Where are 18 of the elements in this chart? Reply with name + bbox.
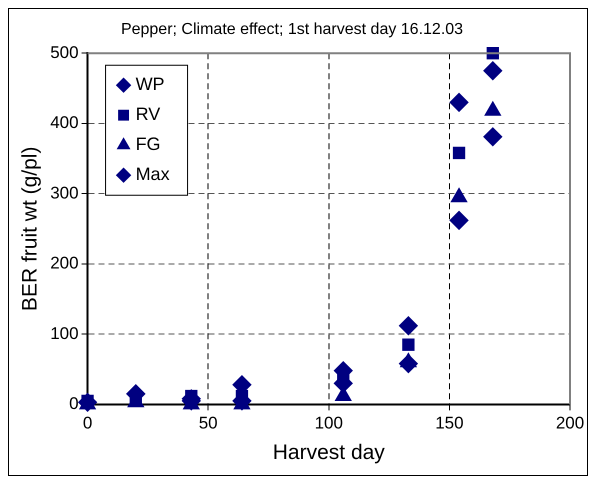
y-tick-label: 500 xyxy=(50,42,79,62)
legend-label: FG xyxy=(136,134,161,154)
x-tick-label: 150 xyxy=(435,413,464,432)
x-axis-title: Harvest day xyxy=(272,441,386,464)
x-tick-label: 50 xyxy=(198,413,218,432)
y-tick-label: 300 xyxy=(50,183,79,202)
y-tick-label: 400 xyxy=(50,113,79,132)
legend-label: WP xyxy=(136,74,165,94)
x-tick-label: 100 xyxy=(314,413,343,432)
y-tick-label: 100 xyxy=(50,324,79,343)
x-tick-label: 200 xyxy=(556,413,584,432)
legend-label: Max xyxy=(136,164,170,184)
legend-label: RV xyxy=(136,104,160,124)
y-tick-label: 200 xyxy=(50,254,79,273)
y-axis-title: BER fruit wt (g/pl) xyxy=(18,146,42,312)
y-tick-label: 0 xyxy=(69,394,79,414)
x-tick-label: 0 xyxy=(82,413,92,432)
chart-title: Pepper; Climate effect; 1st harvest day 16.12.03 xyxy=(120,21,464,38)
